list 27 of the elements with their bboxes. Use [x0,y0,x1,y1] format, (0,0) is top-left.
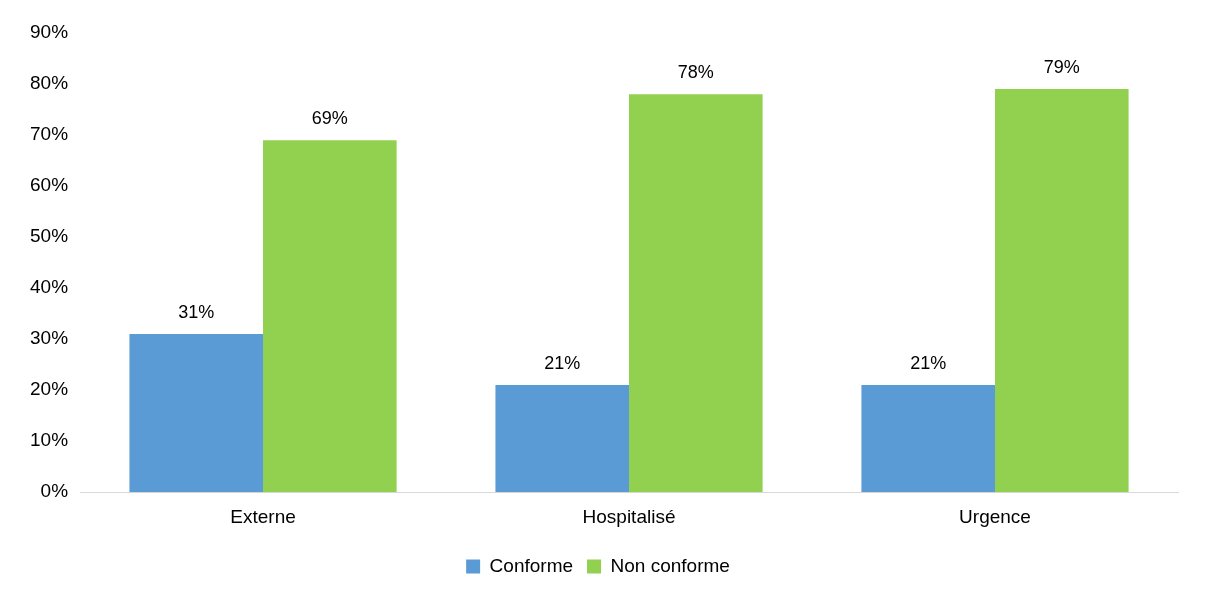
bar [495,385,630,493]
legend-label: Conforme [489,554,574,576]
data-label: 69% [311,108,348,129]
y-tick-label: 50% [30,225,69,247]
data-label: 31% [178,302,215,322]
y-tick-label: 10% [30,429,69,451]
bar [995,89,1129,493]
x-tick-label: Externe [230,505,296,527]
y-tick-label: 40% [30,276,69,298]
legend-label: Non conforme [610,554,730,576]
y-tick-label: 20% [30,378,69,400]
data-label: 79% [1043,57,1080,78]
x-tick-label: Urgence [959,505,1031,527]
bar [129,334,264,493]
y-tick-label: 90% [30,21,69,43]
x-tick-label: Hospitalisé [582,505,676,527]
y-tick-label: 0% [40,480,69,502]
y-tick-label: 30% [30,327,69,349]
bar [263,140,397,493]
y-tick-label: 60% [30,174,69,196]
data-label: 78% [677,62,714,83]
data-label: 21% [544,353,581,374]
bar [629,94,763,493]
data-label: 21% [910,353,947,374]
bar [861,385,996,493]
y-tick-label: 70% [30,123,69,145]
y-tick-label: 80% [30,72,69,94]
